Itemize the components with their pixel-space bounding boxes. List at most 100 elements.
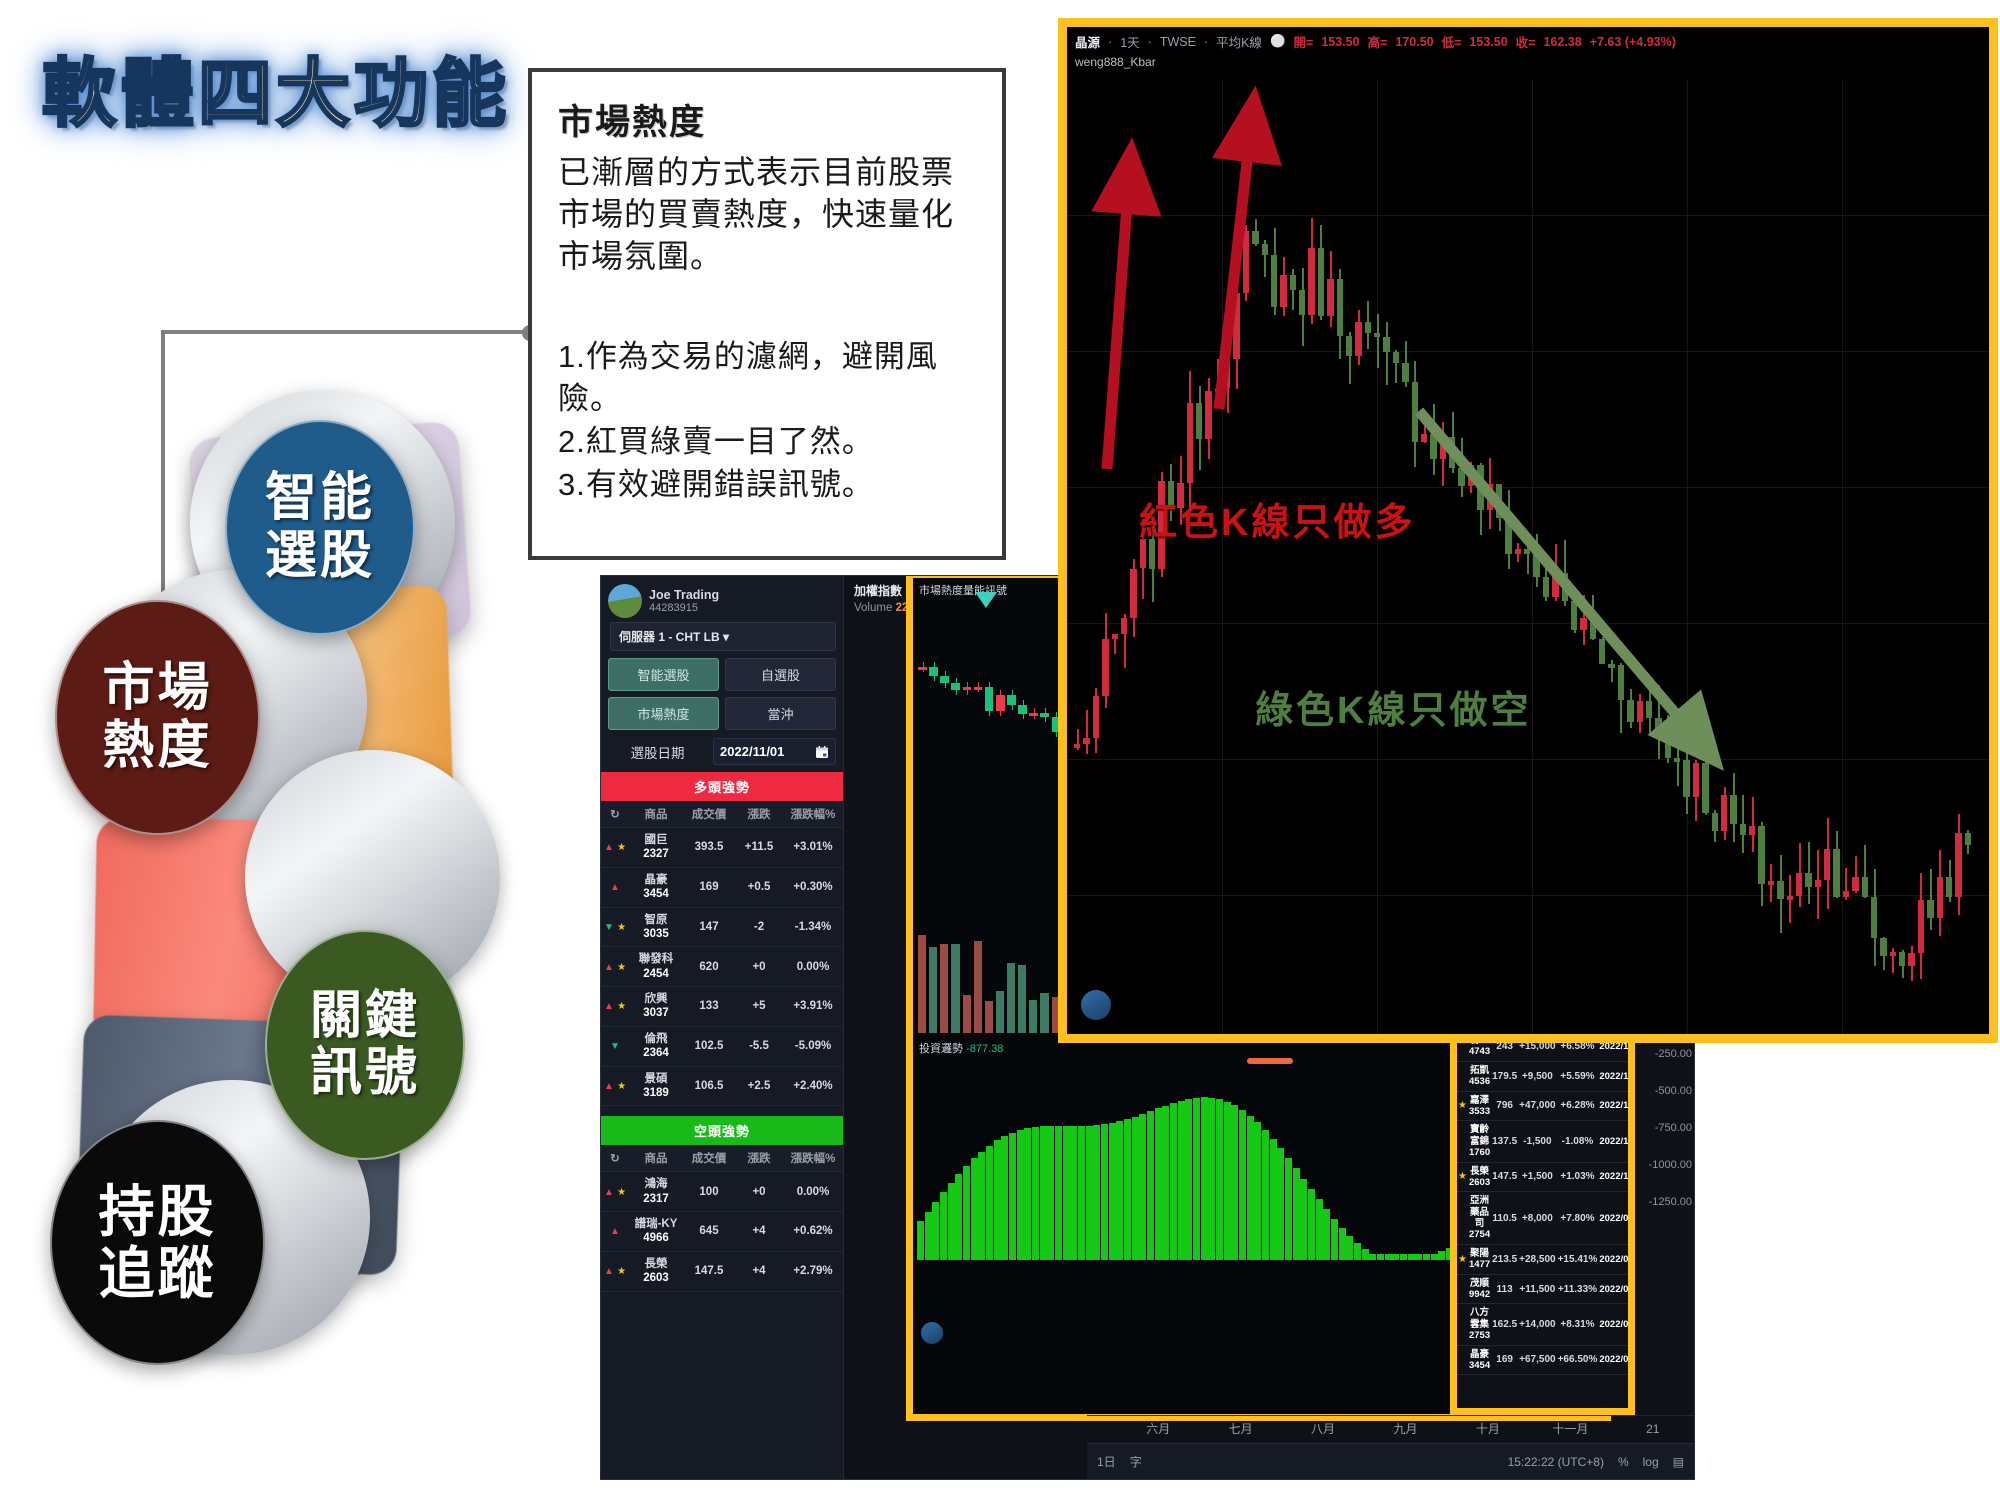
kline-high-value: 170.50 [1395, 34, 1434, 49]
table-row[interactable]: ▼ ★ 智原 3035 147 -2 -1.34% [601, 907, 843, 948]
row-price: 102.5 [683, 1026, 735, 1067]
candle-body [1486, 484, 1493, 510]
feature-badge-line2: 追蹤 [98, 1241, 217, 1305]
row-date: 2022/08/15 [1598, 1345, 1628, 1376]
row-change: +0 [735, 946, 783, 987]
row-product: 八方雲集 2753 [1467, 1303, 1492, 1346]
callout-list-item: 2.紅買綠賣一目了然。 [558, 424, 874, 460]
footer-percent-toggle[interactable]: % [1617, 1454, 1629, 1469]
row-change-pct: -1.08% [1556, 1120, 1599, 1163]
candle-body [1374, 332, 1381, 337]
histogram-bar [1147, 1111, 1155, 1260]
footer-interval[interactable]: 1日 [1097, 1455, 1116, 1469]
table-row[interactable]: ▲ ★ 景碩 3189 106.5 +2.5 +2.40% [601, 1066, 843, 1107]
candle-body [1364, 321, 1371, 333]
refresh-icon[interactable]: ↻ [601, 1145, 629, 1173]
table-row[interactable]: ▼ 倫飛 2364 102.5 -5.5 -5.09% [601, 1026, 843, 1067]
app-chart-ticker[interactable]: 加權指數 [854, 584, 903, 598]
candle-body [1702, 762, 1709, 814]
candle-body [1270, 255, 1278, 307]
row-product: 嘉澤 3533 [1467, 1091, 1492, 1122]
refresh-icon[interactable]: ↻ [601, 801, 629, 828]
candle-body [1505, 517, 1512, 555]
star-icon[interactable]: ★ [617, 842, 627, 854]
signal-watchlist-panel[interactable]: 合一4743243+15,000+6.58%2022/10/28拓凱453617… [1450, 1025, 1635, 1415]
row-change-pct: +66.50% [1556, 1345, 1599, 1376]
histogram-bar [1062, 1125, 1070, 1260]
row-date: 2022/09/29 [1598, 1191, 1628, 1245]
volume-bar [929, 947, 938, 1033]
table-row[interactable]: ▲ ★ 長榮 2603 147.5 +4 +2.79% [601, 1251, 843, 1292]
footer-settings-icon[interactable]: ▤ [1672, 1454, 1684, 1469]
feature-badge-line1: 關鍵 [309, 986, 420, 1045]
table-header-row: ↻ 商品 成交價 漲跌 漲跌幅% [601, 801, 843, 828]
star-icon[interactable]: ★ [1458, 1100, 1467, 1112]
table-row[interactable]: ▲ ★ 聯發科 2454 620 +0 0.00% [601, 946, 843, 987]
star-icon[interactable]: ★ [617, 921, 627, 933]
row-volume: +8,000 [1518, 1191, 1557, 1245]
row-change-pct: -5.09% [783, 1026, 843, 1067]
tab-watchlist[interactable]: 自選股 [725, 658, 836, 691]
candle-body [1945, 877, 1953, 898]
histogram-bar [1423, 1254, 1431, 1260]
table-row[interactable]: ▲ ★ 國巨 2327 393.5 +11.5 +3.01% [601, 827, 843, 868]
candle-body [1051, 716, 1061, 733]
star-icon[interactable]: ★ [617, 1001, 627, 1013]
histogram-bar [963, 1165, 971, 1260]
kline-interval[interactable]: 1天 [1120, 36, 1140, 50]
footer-log-toggle[interactable]: log [1642, 1454, 1659, 1469]
candle-body [1749, 826, 1756, 835]
histogram-bar [1430, 1254, 1438, 1260]
histogram-bar [932, 1201, 940, 1260]
star-icon[interactable]: ★ [617, 1266, 627, 1278]
kline-eye-icon[interactable]: ⚪ [1269, 34, 1286, 48]
star-icon[interactable]: ★ [617, 1186, 627, 1198]
tab-smart-pick[interactable]: 智能選股 [608, 658, 719, 691]
kline-ticker[interactable]: 晶源 [1075, 36, 1101, 50]
footer-tool-icon[interactable]: 字 [1129, 1455, 1142, 1469]
row-direction: ▲ ★ [601, 1171, 629, 1212]
tab-market-heat[interactable]: 市場熱度 [608, 697, 719, 730]
row-direction: ▼ [601, 1026, 629, 1067]
server-select[interactable]: 伺服器 1 - CHT LB ▾ [610, 622, 836, 651]
kline-style[interactable]: 平均K線 [1216, 36, 1262, 50]
axis-tick-label: -750.00 [1654, 1122, 1692, 1134]
feature-badge-line1: 市場 [102, 659, 213, 718]
table-row[interactable]: ▲ ★ 欣興 3037 133 +5 +3.91% [601, 986, 843, 1027]
histogram-bar [1446, 1247, 1454, 1260]
histogram-bar [1415, 1254, 1423, 1260]
candle-body [1730, 794, 1737, 824]
triangle-up-icon: ▲ [603, 1080, 614, 1092]
star-icon[interactable]: ★ [617, 1080, 627, 1092]
candle-body [1524, 548, 1531, 554]
row-change: -5.5 [735, 1026, 783, 1067]
row-change-pct: +2.79% [783, 1251, 843, 1292]
star-icon[interactable]: ★ [1458, 1171, 1467, 1183]
row-change: +2.5 [735, 1066, 783, 1107]
pick-date-input[interactable]: 2022/11/01 [713, 738, 836, 765]
row-direction: ▼ ★ [601, 907, 629, 948]
feature-badge-line2: 訊號 [309, 1044, 420, 1102]
table-row[interactable]: ▲ 譜瑞-KY 4966 645 +4 +0.62% [601, 1211, 843, 1252]
star-icon[interactable]: ★ [617, 961, 627, 973]
row-change-pct: +3.91% [783, 986, 843, 1027]
table-row[interactable]: ▲ ★ 鴻海 2317 100 +0 0.00% [601, 1171, 843, 1212]
row-change-pct: +2.40% [783, 1066, 843, 1107]
row-price: 169 [1491, 1345, 1519, 1376]
kline-candle-series [1073, 79, 1971, 1034]
star-icon[interactable]: ★ [1458, 1253, 1467, 1265]
table-row[interactable]: ▲ 晶豪 3454 169 +0.5 +0.30% [601, 867, 843, 908]
tab-day-trade[interactable]: 當沖 [725, 697, 836, 730]
candle-body [1514, 548, 1521, 555]
histogram-bar [1269, 1138, 1277, 1260]
row-product: 長榮 2603 [629, 1251, 683, 1292]
